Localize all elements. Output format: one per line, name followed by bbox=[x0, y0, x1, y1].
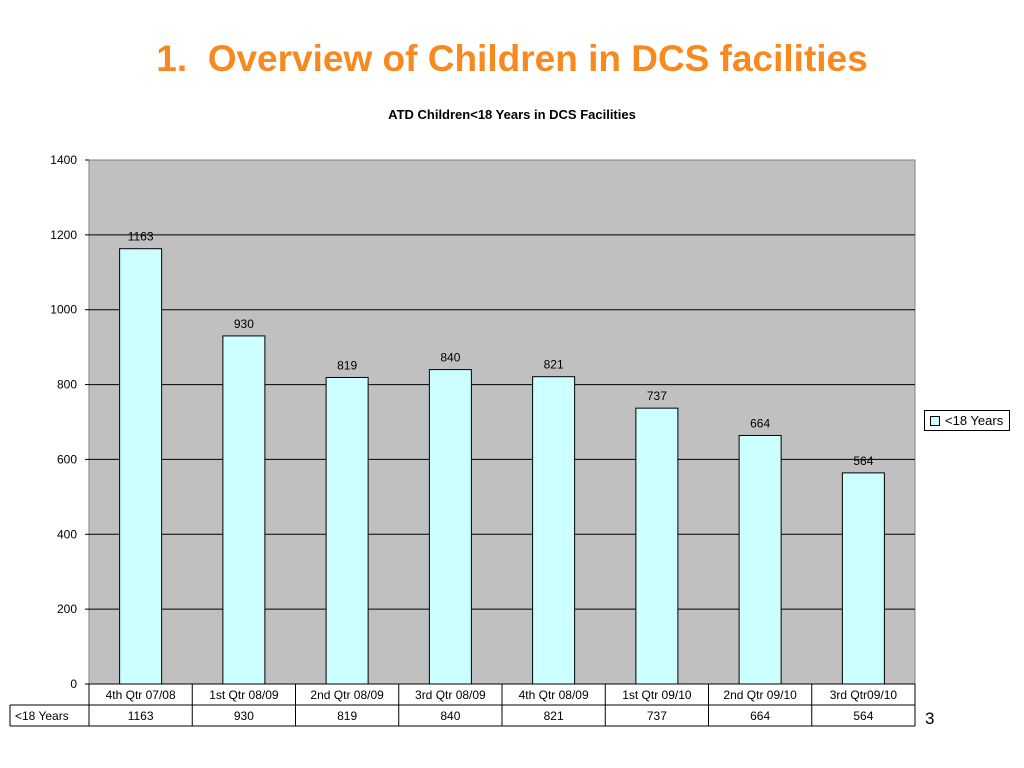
legend-swatch bbox=[930, 415, 940, 426]
data-labels: 1163 930 819 840 821 737 664 564 bbox=[128, 230, 874, 468]
bar bbox=[119, 248, 163, 685]
plot-area bbox=[88, 159, 916, 685]
x-category-label: 4th Qtr 07/08 bbox=[106, 688, 176, 702]
x-category-label: 2nd Qtr 08/09 bbox=[310, 688, 384, 702]
y-tick-label: 1000 bbox=[50, 303, 77, 317]
data-label: 737 bbox=[647, 389, 667, 403]
page-number: 3 bbox=[925, 709, 935, 728]
x-category-label: 4th Qtr 08/09 bbox=[519, 688, 589, 702]
data-label: 930 bbox=[234, 317, 254, 331]
y-tick-label: 1400 bbox=[50, 153, 77, 167]
table-value: 664 bbox=[750, 709, 770, 723]
table-value: 1163 bbox=[128, 709, 154, 723]
y-axis-tick-labels: 0 200 400 600 800 1000 1200 1400 bbox=[50, 153, 77, 691]
bars bbox=[119, 248, 885, 685]
x-category-label: 3rd Qtr09/10 bbox=[830, 688, 898, 702]
data-label: 840 bbox=[440, 351, 460, 365]
data-label: 821 bbox=[544, 358, 564, 372]
table-value: 821 bbox=[544, 709, 564, 723]
data-label: 819 bbox=[337, 358, 357, 372]
data-label: 1163 bbox=[128, 230, 154, 244]
x-category-label: 1st Qtr 08/09 bbox=[209, 688, 279, 702]
legend: <18 Years bbox=[924, 410, 1011, 431]
bar bbox=[325, 376, 369, 685]
y-tick-label: 1200 bbox=[50, 228, 77, 242]
table-value: 564 bbox=[853, 709, 873, 723]
chart-title: ATD Children<18 Years in DCS Facilities bbox=[388, 107, 636, 122]
table-value: 840 bbox=[440, 709, 460, 723]
slide-title: 1. Overview of Children in DCS facilitie… bbox=[156, 38, 868, 79]
x-category-label: 3rd Qtr 08/09 bbox=[415, 688, 486, 702]
bar bbox=[635, 407, 679, 685]
table-value: 930 bbox=[234, 709, 254, 723]
y-tick-label: 600 bbox=[57, 452, 77, 466]
data-label: 564 bbox=[853, 454, 873, 468]
data-table: 4th Qtr 07/08 1163 1st Qtr 08/09 930 2nd Qtr… bbox=[9, 683, 916, 727]
bar bbox=[222, 335, 266, 685]
bar bbox=[428, 369, 472, 685]
y-tick-label: 400 bbox=[57, 527, 77, 541]
y-tick-label: 800 bbox=[57, 378, 77, 392]
bar bbox=[738, 434, 782, 685]
bar bbox=[841, 472, 885, 685]
legend-label: <18 Years bbox=[945, 413, 1004, 428]
x-category-label: 2nd Qtr 09/10 bbox=[723, 688, 797, 702]
y-tick-label: 200 bbox=[57, 602, 77, 616]
x-category-label: 1st Qtr 09/10 bbox=[622, 688, 692, 702]
table-series-label: <18 Years bbox=[15, 709, 69, 723]
data-label: 664 bbox=[750, 416, 770, 430]
table-value: 819 bbox=[337, 709, 357, 723]
y-tick-label: 0 bbox=[70, 677, 77, 691]
table-value: 737 bbox=[647, 709, 667, 723]
bar bbox=[532, 376, 576, 685]
